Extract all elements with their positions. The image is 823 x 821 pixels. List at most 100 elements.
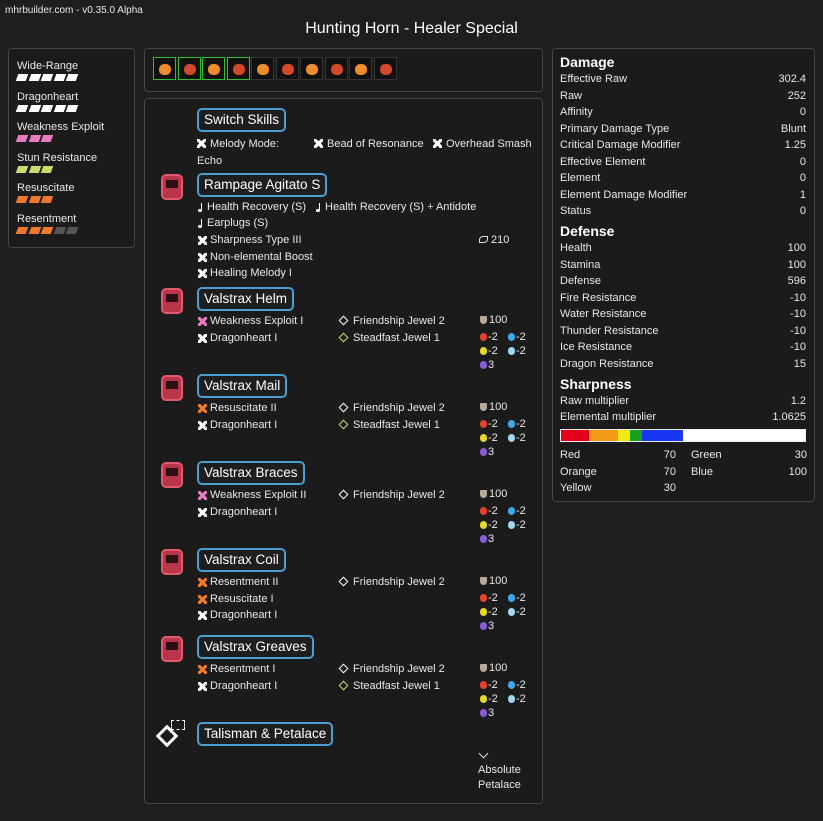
skill-level-segment [28,104,41,112]
stat-label: Raw [560,89,583,102]
stat-value: Blunt [780,122,806,135]
stat-value: 100 [787,258,806,271]
icon-part [171,720,185,730]
skill-icon [198,578,207,587]
defense-icon [480,316,487,324]
defense-icon [480,448,487,456]
sharpness-segment [630,430,643,441]
water-resistance: -2 [516,592,526,604]
sharpness-value: 70 [663,465,676,478]
stats-heading: Damage [560,54,615,70]
skill-name: Resentment [17,212,77,225]
jewel: Friendship Jewel 2 [353,315,445,327]
skill-icon [433,139,442,148]
skill-icon [198,665,207,674]
sharpness-segment [561,430,590,441]
petalace: Absolute Petalace [478,764,521,791]
equipment-panel [144,98,543,804]
weapon-stat: 210 [491,234,510,246]
defense-icon [508,333,515,341]
skill-icon [198,333,207,343]
weapon-name: Rampage Agitato S [197,173,328,197]
armor-defense: 100 [489,575,508,587]
armor-icon [155,545,189,579]
stat-label: Element Damage Modifier [560,188,688,201]
skill-level-segment [53,74,66,81]
armor-skill: Dragonheart I [210,609,278,621]
defense-icon [480,361,487,369]
fire-resistance: -2 [488,592,498,604]
armor-name: Valstrax Mail [197,374,288,398]
skill-icon [198,507,207,517]
page-title: Hunting Horn - Healer Special [305,20,518,37]
stat-label: Stamina [560,258,601,271]
stats-heading: Sharpness [560,375,632,392]
stat-label: Effective Element [560,155,646,168]
water-resistance: -2 [516,418,526,430]
icon-part [166,294,178,302]
dragon-resistance: 3 [488,446,495,458]
stat-label: Defense [560,275,601,287]
stats-panel [552,48,815,502]
weapon-skill: Sharpness Type III [210,234,302,246]
stat-value: 302.4 [778,73,806,85]
stat-label: Element [560,172,601,184]
skill-icon [198,681,207,691]
decoration-glyph [208,64,220,75]
armor-skill: Dragonheart I [210,418,278,431]
defense-icon [480,608,487,616]
sharpness-bar [560,429,806,442]
decoration-icon [349,57,372,80]
skill-name: Wide-Range [17,60,79,72]
thunder-resistance: -2 [488,693,498,705]
sharpness-name: Yellow [560,482,592,494]
jewel: Steadfast Jewel 1 [353,679,440,692]
decoration-icon [177,57,201,80]
armor-skill: Resentment II [210,576,279,588]
ice-resistance: -2 [516,432,526,444]
skill-level-segment [28,165,41,173]
defense-icon [480,490,487,498]
ice-resistance: -2 [516,519,526,531]
stat-value: 0 [799,205,806,217]
skill-name: Dragonheart [17,90,79,103]
thunder-resistance: -2 [488,519,498,531]
stat-label: Elemental multiplier [560,411,656,423]
armor-defense: 100 [489,314,508,326]
icon-part [166,468,178,476]
water-resistance: -2 [516,679,526,691]
skill-icon [198,252,207,262]
defense-icon [480,507,487,515]
skill-icon [198,420,207,430]
defense-icon [508,521,515,529]
version: mhrbuilder.com - v0.35.0 Alpha [5,5,143,16]
armor-name: Valstrax Coil [197,548,286,572]
stat-value: 0 [799,155,806,168]
skill-level-segment [53,104,66,112]
defense-icon [508,420,515,428]
sharpness-value: 30 [794,449,807,461]
stat-value: -10 [790,308,806,320]
defense-icon [480,420,487,428]
defense-icon [508,695,515,703]
stat-label: Water Resistance [560,308,647,320]
armor-skill: Dragonheart I [210,679,278,692]
sharpness-segment [589,430,618,441]
sharpness-name: Orange [560,465,597,478]
song: Earplugs (S) [207,217,269,229]
skill-level-segment [53,226,66,234]
skill-level-segment [28,226,41,234]
switch-skill: Melody Mode: Echo [197,138,280,167]
stat-label: Affinity [560,106,593,118]
defense-icon [480,333,487,341]
stat-label: Ice Resistance [560,341,633,353]
dragon-resistance: 3 [488,707,495,719]
skill-icon [197,139,206,148]
stat-label: Dragon Resistance [560,357,654,370]
skill-icon [198,317,207,326]
armor-name: Valstrax Braces [197,461,305,485]
armor-icon [155,284,189,318]
jewel: Friendship Jewel 2 [353,576,445,588]
ice-resistance: -2 [516,345,526,357]
